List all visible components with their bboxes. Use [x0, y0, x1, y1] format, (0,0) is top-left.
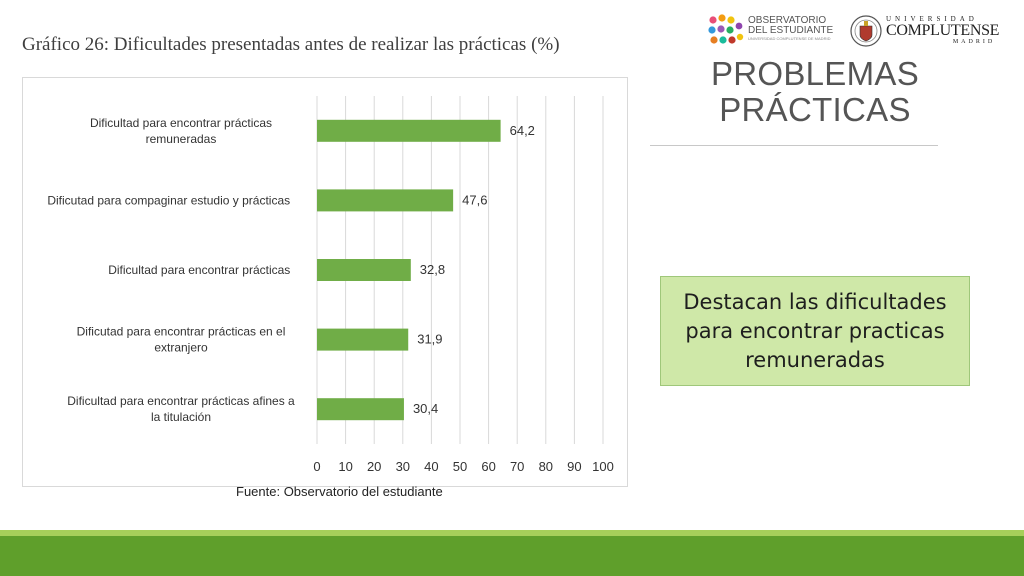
bar-value-label: 47,6 — [462, 192, 487, 207]
category-label: Dificutad para compaginar estudio y prác… — [47, 193, 290, 207]
observatorio-logo-line1: OBSERVATORIO — [748, 15, 827, 26]
chart-area: 0 10 20 30 40 50 60 70 80 90 100 64,2 Dificultad par… — [22, 77, 628, 487]
x-tick-label: 40 — [424, 459, 438, 474]
observatorio-logo: OBSERVATORIO DEL ESTUDIANTE UNIVERSIDAD … — [708, 14, 838, 50]
x-tick-label: 50 — [453, 459, 467, 474]
bar — [317, 189, 454, 212]
x-tick-label: 10 — [338, 459, 352, 474]
x-tick-label: 20 — [367, 459, 381, 474]
bar-chart: 0 10 20 30 40 50 60 70 80 90 100 64,2 Dificultad par… — [47, 96, 614, 474]
bar — [317, 119, 501, 142]
ucm-logo-top: UNIVERSIDAD — [886, 15, 978, 23]
observatorio-dots-icon — [708, 14, 744, 44]
x-tick-label: 60 — [481, 459, 495, 474]
bar — [317, 398, 404, 421]
observatorio-logo-line2: DEL ESTUDIANTE — [748, 25, 834, 36]
bar-value-label: 31,9 — [417, 332, 442, 347]
x-tick-label: 70 — [510, 459, 524, 474]
chart-title: Gráfico 26: Dificultades presentadas ant… — [22, 34, 560, 55]
observatorio-logo-line3: UNIVERSIDAD COMPLUTENSE DE MADRID — [748, 36, 831, 41]
ucm-seal-icon — [850, 15, 882, 47]
chart-source: Fuente: Observatorio del estudiante — [236, 484, 443, 499]
x-tick-label: 30 — [396, 459, 410, 474]
x-tick-label: 100 — [592, 459, 614, 474]
ucm-logo-main: COMPLUTENSE — [886, 22, 1000, 39]
x-tick-label: 90 — [567, 459, 581, 474]
bar-value-label: 64,2 — [510, 123, 535, 138]
ucm-logo: UNIVERSIDAD COMPLUTENSE MADRID — [850, 12, 1000, 52]
x-tick-label: 0 — [313, 459, 320, 474]
bar-value-label: 30,4 — [413, 401, 438, 416]
footer-band-light — [0, 530, 1024, 536]
category-label: Dificutad para encontrar prácticas en el… — [77, 325, 286, 355]
category-label: Dificultad para encontrar prácticas — [108, 263, 290, 277]
callout-box: Destacan las dificultades para encontrar… — [660, 276, 970, 386]
category-label: Dificultad para encontrar prácticas remun… — [90, 116, 272, 146]
callout-text: Destacan las dificultades para encontrar… — [683, 289, 947, 372]
bar-value-label: 32,8 — [420, 262, 445, 277]
category-label: Dificultad para encontrar prácticas afin… — [67, 394, 295, 424]
x-tick-label: 80 — [539, 459, 553, 474]
ucm-logo-bottom: MADRID — [952, 39, 996, 45]
footer-band-dark — [0, 536, 1024, 576]
bar — [317, 328, 409, 351]
bar — [317, 259, 411, 281]
slide-title: PROBLEMAS PRÁCTICAS — [710, 55, 920, 128]
title-divider — [650, 145, 938, 146]
